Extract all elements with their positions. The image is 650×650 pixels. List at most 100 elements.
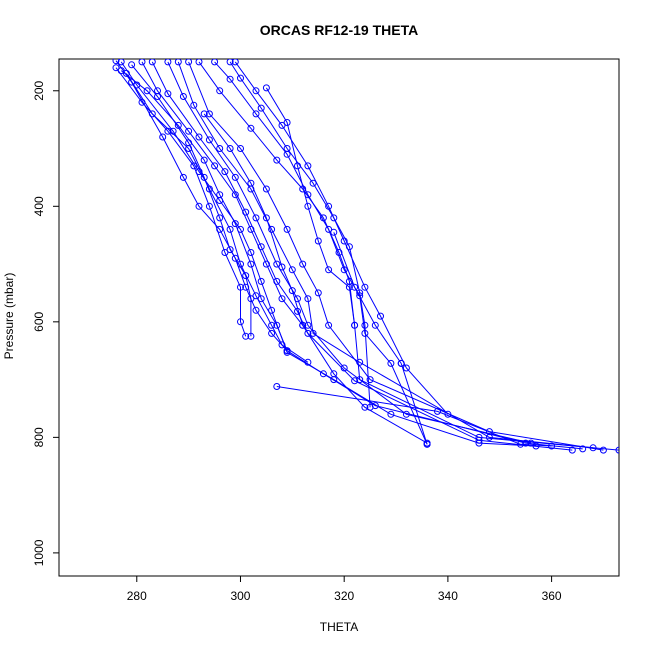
data-point bbox=[164, 90, 172, 98]
data-point bbox=[112, 64, 120, 72]
data-point bbox=[179, 173, 187, 181]
data-point bbox=[257, 243, 265, 251]
data-point bbox=[299, 260, 307, 268]
series-line bbox=[115, 67, 247, 337]
series-line bbox=[265, 87, 356, 326]
data-point bbox=[304, 321, 312, 329]
data-point bbox=[174, 59, 182, 66]
data-point bbox=[304, 295, 312, 303]
series-layer bbox=[112, 59, 619, 454]
data-point bbox=[309, 329, 317, 337]
data-point bbox=[283, 225, 291, 233]
data-point bbox=[252, 87, 260, 95]
data-point bbox=[273, 321, 281, 329]
data-point bbox=[122, 69, 130, 77]
data-point bbox=[387, 410, 395, 418]
data-point bbox=[242, 208, 250, 216]
data-point bbox=[273, 383, 281, 390]
data-point bbox=[351, 377, 359, 385]
data-point bbox=[200, 173, 208, 181]
data-point bbox=[221, 168, 229, 176]
data-point bbox=[475, 433, 483, 441]
series-profile bbox=[226, 59, 374, 411]
data-point bbox=[237, 74, 244, 82]
data-point bbox=[304, 162, 312, 170]
data-point bbox=[252, 292, 260, 300]
data-point bbox=[361, 403, 369, 411]
data-point bbox=[278, 263, 286, 271]
data-point bbox=[330, 370, 338, 378]
data-point bbox=[278, 121, 286, 129]
data-point bbox=[304, 202, 312, 210]
data-point bbox=[288, 287, 296, 295]
data-point bbox=[278, 341, 286, 349]
data-point bbox=[262, 214, 270, 222]
series-line bbox=[131, 64, 252, 337]
data-point bbox=[226, 246, 234, 254]
data-point bbox=[361, 321, 369, 329]
data-point bbox=[366, 403, 374, 411]
y-axis-label: Pressure (mbar) bbox=[2, 273, 16, 360]
data-point bbox=[568, 446, 576, 454]
data-point bbox=[231, 173, 239, 181]
data-point bbox=[231, 220, 239, 228]
data-point bbox=[517, 440, 524, 448]
data-point bbox=[273, 156, 281, 164]
data-point bbox=[268, 321, 276, 329]
series-line bbox=[229, 61, 371, 408]
data-point bbox=[226, 225, 234, 233]
data-point bbox=[309, 179, 317, 187]
data-point bbox=[231, 59, 239, 66]
data-point bbox=[205, 202, 213, 210]
series-line bbox=[167, 61, 532, 444]
data-point bbox=[387, 359, 395, 367]
y-axis: 200 400 600 800 1000 bbox=[32, 80, 59, 566]
data-point bbox=[216, 87, 224, 95]
data-point bbox=[247, 260, 255, 268]
series-line bbox=[115, 60, 583, 450]
data-point bbox=[237, 283, 244, 291]
series-line bbox=[276, 386, 552, 447]
data-point bbox=[216, 191, 224, 199]
series-profile bbox=[262, 84, 359, 329]
data-point bbox=[226, 75, 234, 83]
data-point bbox=[247, 295, 255, 303]
data-point bbox=[200, 156, 208, 164]
data-point bbox=[345, 283, 353, 291]
data-point bbox=[164, 59, 172, 66]
data-point bbox=[205, 136, 213, 144]
data-point bbox=[185, 139, 193, 147]
x-axis: 280 300 320 340 360 bbox=[127, 576, 562, 603]
data-point bbox=[242, 332, 250, 340]
plot-frame bbox=[58, 58, 620, 577]
series-line bbox=[188, 61, 604, 451]
series-profile bbox=[117, 59, 540, 450]
data-point bbox=[485, 428, 493, 436]
data-point bbox=[351, 283, 359, 291]
series-line bbox=[177, 61, 594, 449]
data-point bbox=[314, 237, 322, 245]
data-point bbox=[247, 179, 255, 187]
x-tick-label: 320 bbox=[334, 589, 354, 603]
series-profile bbox=[185, 59, 607, 454]
data-point bbox=[226, 145, 234, 152]
data-point bbox=[257, 104, 265, 112]
data-point bbox=[179, 93, 187, 100]
data-point bbox=[278, 295, 286, 303]
data-point bbox=[164, 127, 172, 135]
data-point bbox=[273, 260, 281, 268]
data-point bbox=[143, 87, 151, 95]
data-point bbox=[330, 228, 338, 236]
data-point bbox=[242, 272, 250, 280]
data-point bbox=[356, 376, 364, 384]
data-point bbox=[247, 332, 255, 340]
data-point bbox=[128, 61, 136, 69]
data-point bbox=[268, 329, 276, 337]
data-point bbox=[615, 446, 619, 454]
data-point bbox=[174, 121, 182, 129]
x-tick-label: 300 bbox=[230, 589, 250, 603]
series-line bbox=[198, 61, 619, 451]
data-point bbox=[319, 370, 327, 378]
data-point bbox=[237, 145, 244, 152]
